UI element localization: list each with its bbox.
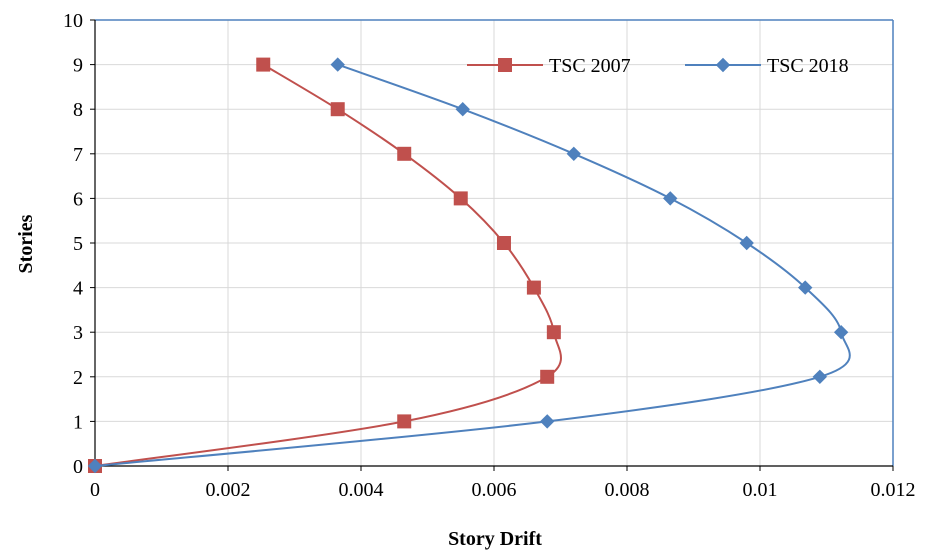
data-point bbox=[526, 280, 541, 295]
y-tick-label: 5 bbox=[73, 233, 83, 255]
y-tick-label: 9 bbox=[73, 55, 83, 77]
legend-label: TSC 2018 bbox=[767, 55, 849, 77]
data-point bbox=[455, 101, 470, 117]
data-point bbox=[833, 324, 849, 340]
data-point bbox=[496, 236, 511, 250]
legend: TSC 2007 TSC 2018 bbox=[467, 55, 849, 77]
legend-label: TSC 2007 bbox=[549, 55, 631, 77]
data-point bbox=[539, 414, 555, 429]
data-point bbox=[453, 191, 468, 206]
legend-marker bbox=[715, 57, 731, 73]
data-point bbox=[397, 414, 412, 429]
data-point bbox=[87, 458, 103, 474]
data-point bbox=[397, 146, 412, 161]
series-tsc-2018 bbox=[87, 57, 851, 474]
x-tick-label: 0.012 bbox=[871, 479, 916, 501]
data-point bbox=[540, 369, 555, 384]
y-tick-label: 4 bbox=[73, 278, 83, 300]
y-tick-label: 10 bbox=[63, 10, 83, 32]
data-point bbox=[546, 325, 561, 340]
series-group bbox=[87, 57, 851, 474]
series-line bbox=[94, 63, 562, 467]
series-tsc-2007 bbox=[88, 57, 562, 473]
y-tick-label: 2 bbox=[73, 367, 83, 389]
axes: 0 1 2 3 4 5 6 7 8 9 10 0 0.002 0.004 0.006 0.008 0.01 0.0… bbox=[63, 10, 916, 501]
data-point bbox=[256, 57, 271, 72]
data-point bbox=[566, 146, 582, 162]
data-point bbox=[798, 280, 813, 295]
x-tick-label: 0.004 bbox=[339, 479, 384, 501]
x-tick-label: 0.006 bbox=[472, 479, 517, 501]
x-tick-label: 0.002 bbox=[206, 479, 251, 501]
x-axis-title: Story Drift bbox=[448, 528, 542, 550]
x-tick-label: 0 bbox=[90, 479, 100, 501]
x-tick-label: 0.008 bbox=[605, 479, 650, 501]
data-point bbox=[330, 102, 345, 117]
y-tick-label: 6 bbox=[73, 188, 83, 210]
legend-marker bbox=[498, 58, 512, 72]
grid-lines bbox=[95, 19, 894, 466]
data-point bbox=[739, 235, 754, 251]
y-tick-label: 0 bbox=[73, 456, 83, 478]
legend-item: TSC 2007 bbox=[467, 55, 631, 77]
y-tick-label: 8 bbox=[73, 99, 83, 121]
y-axis-title: Stories bbox=[15, 214, 37, 273]
y-tick-label: 7 bbox=[73, 144, 83, 166]
x-tick-label: 0.01 bbox=[743, 479, 778, 501]
data-point bbox=[330, 57, 345, 72]
data-point bbox=[663, 191, 678, 206]
y-tick-label: 3 bbox=[73, 322, 83, 344]
data-point bbox=[812, 369, 828, 385]
legend-item: TSC 2018 bbox=[685, 55, 849, 77]
y-tick-label: 1 bbox=[73, 411, 83, 433]
